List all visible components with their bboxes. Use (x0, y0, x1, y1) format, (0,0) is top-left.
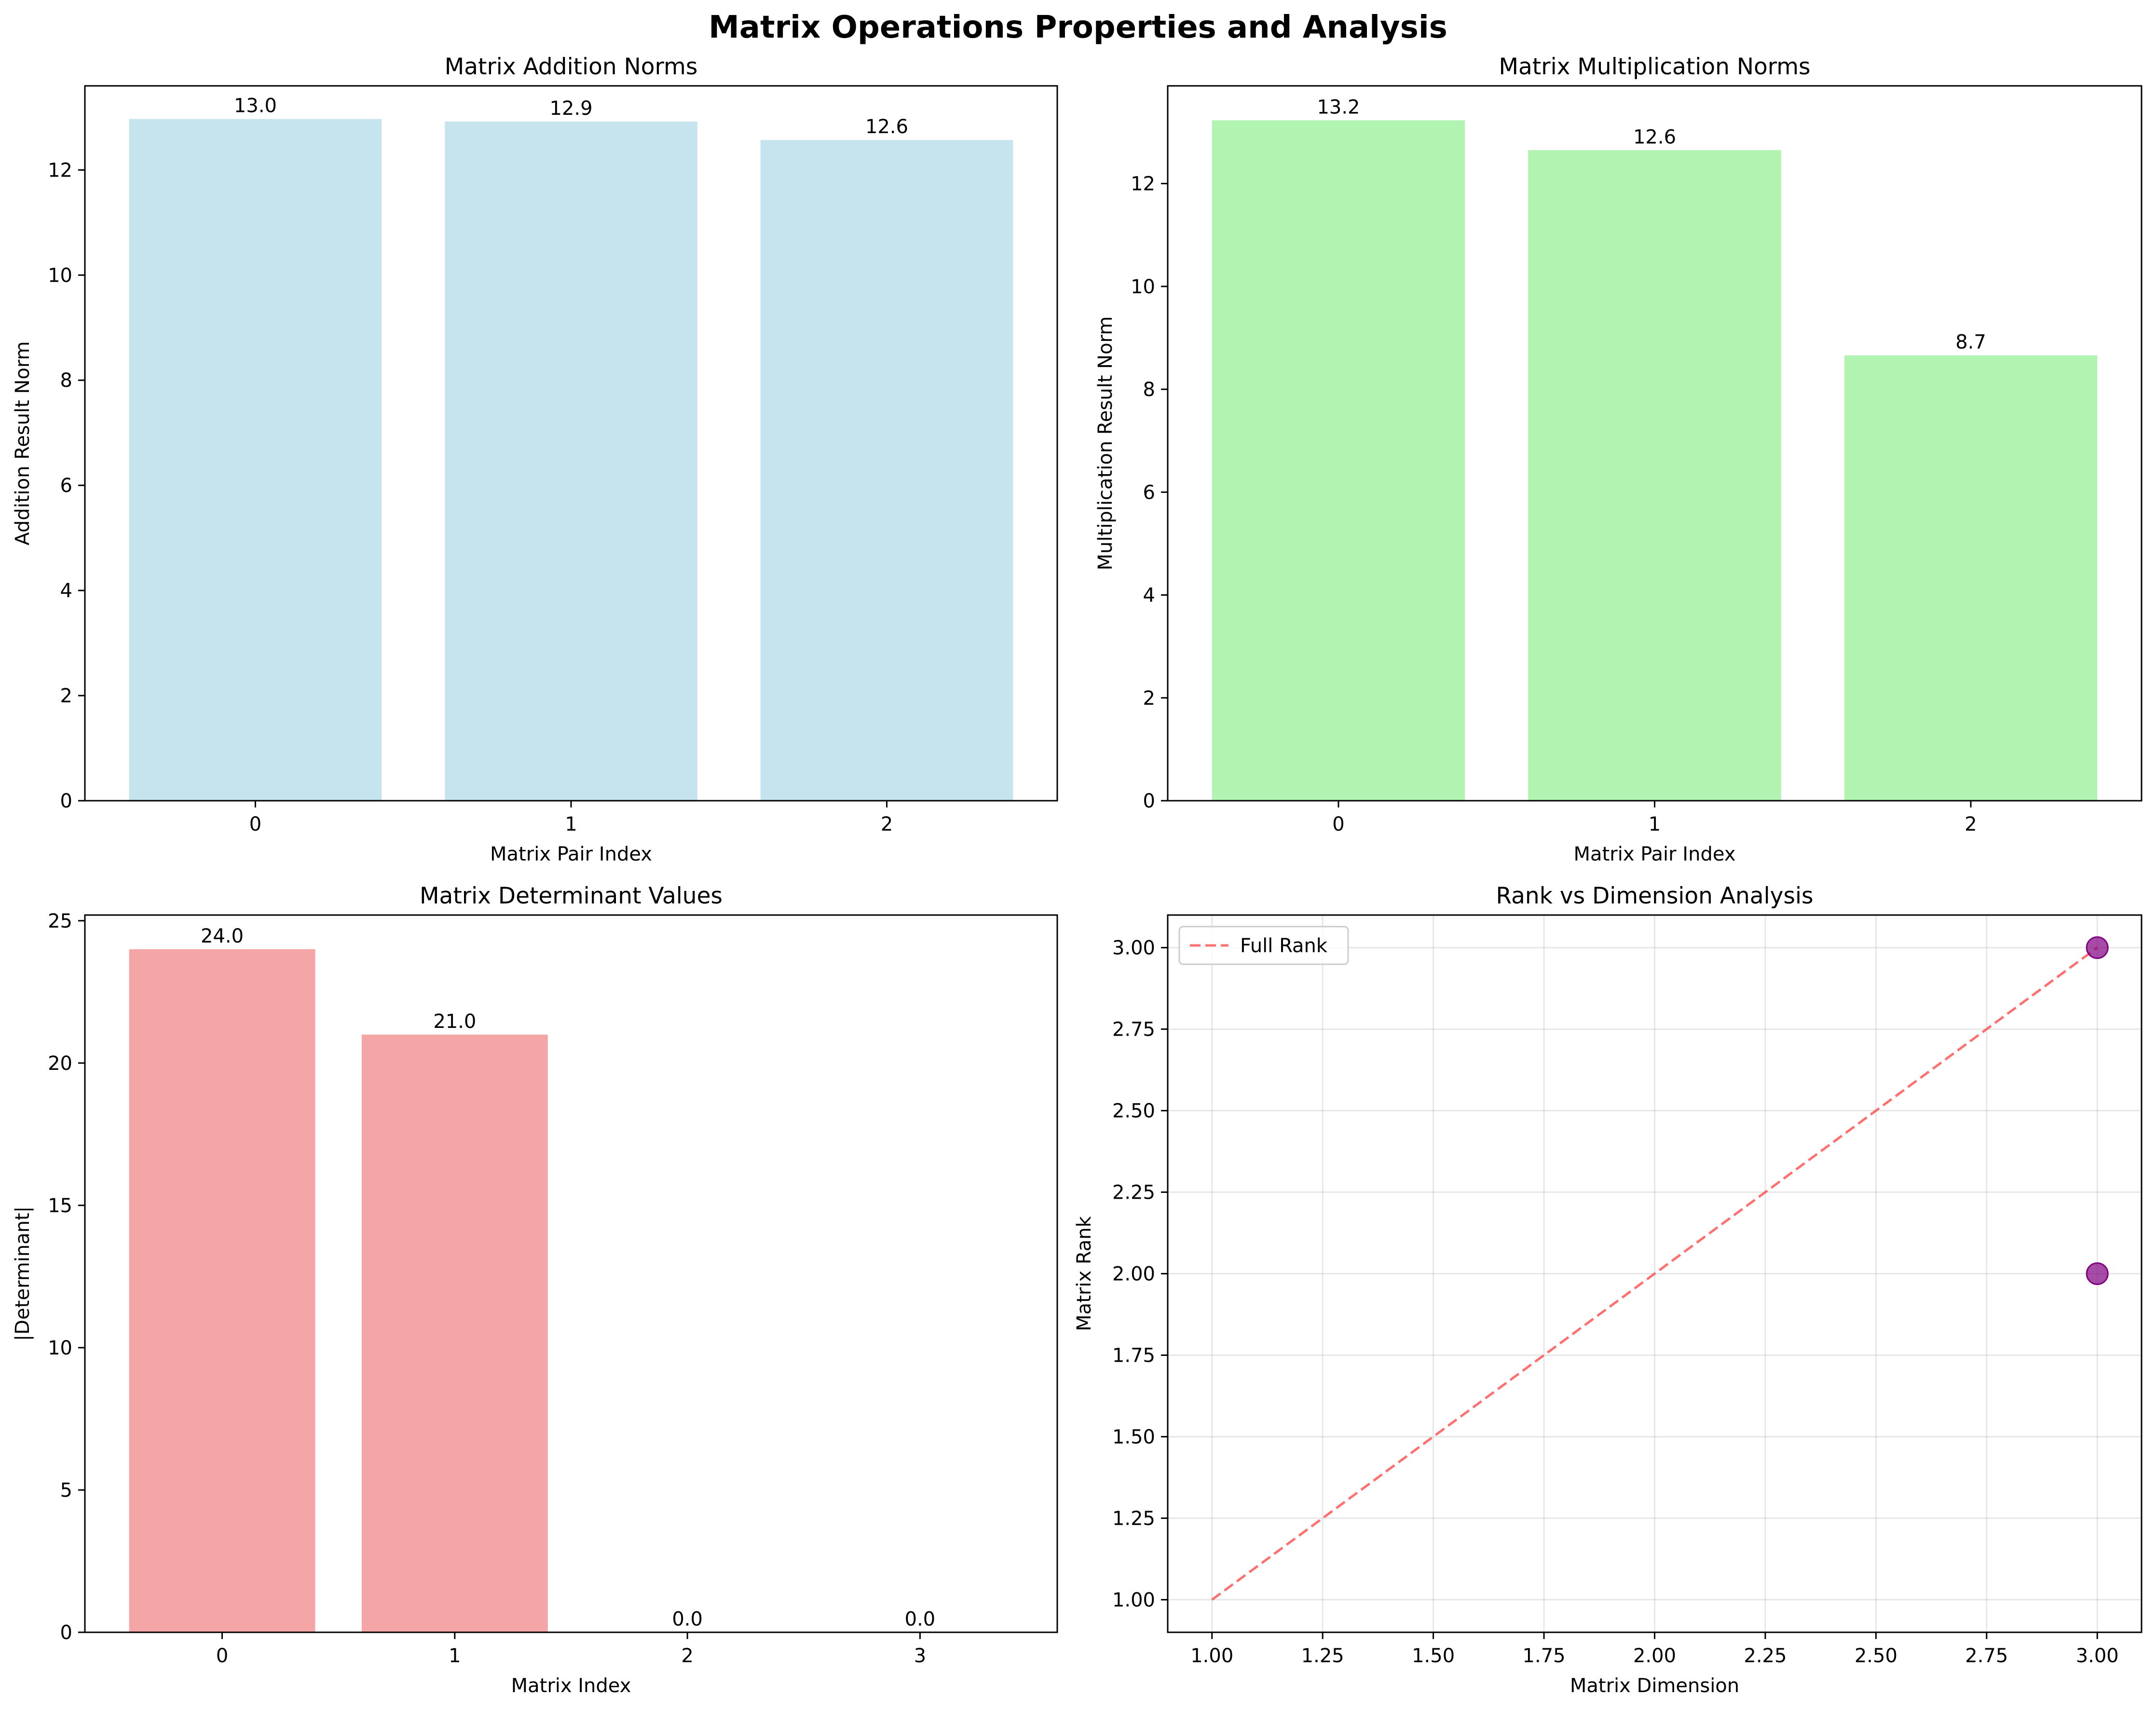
addition-ytick-label-5: 10 (48, 264, 72, 287)
addition-ytick-label-3: 6 (60, 475, 72, 497)
rank-ytick-label-3: 1.75 (1112, 1344, 1155, 1367)
multiplication-bar-2 (1844, 355, 2098, 801)
rank-point-1 (2086, 1262, 2109, 1285)
rank-ytick-label-1: 1.25 (1112, 1507, 1155, 1530)
rank-ytick-label-8: 3.00 (1112, 937, 1155, 959)
multiplication-xlabel: Matrix Pair Index (1574, 843, 1736, 865)
addition-ytick-label-0: 0 (60, 790, 72, 812)
multiplication-ytick-label-2: 4 (1143, 585, 1155, 607)
rank-xtick-label-1: 1.25 (1301, 1645, 1344, 1667)
rank-ytick-label-0: 1.00 (1112, 1589, 1155, 1611)
multiplication-xtick-label-2: 2 (1965, 813, 1977, 835)
multiplication-axes-frame (1167, 85, 2142, 802)
determinant-xtick-label-0: 0 (216, 1645, 228, 1667)
determinant-ytick-label-2: 10 (48, 1337, 72, 1359)
rank-ytick-label-7: 2.75 (1112, 1019, 1155, 1041)
multiplication-bar-1 (1528, 150, 1781, 801)
multiplication-xtick-label-1: 1 (1649, 813, 1661, 835)
determinant-bar-0 (129, 949, 315, 1632)
multiplication-ytick-label-6: 12 (1131, 173, 1155, 195)
multiplication-bar-label-1: 12.6 (1633, 126, 1676, 148)
rank-ytick-label-5: 2.25 (1112, 1182, 1155, 1204)
determinant-bar-label-2: 0.0 (672, 1608, 703, 1630)
determinant-ytick-label-3: 15 (48, 1195, 72, 1217)
rank-ytick-label-2: 1.50 (1112, 1426, 1155, 1448)
multiplication-ylabel: Multiplication Result Norm (1094, 316, 1117, 571)
rank-xtick-label-7: 2.75 (1965, 1645, 2008, 1667)
multiplication-ytick-label-0: 0 (1143, 790, 1155, 812)
determinant-axes-frame (84, 914, 1058, 1633)
addition-ylabel: Addition Result Norm (12, 341, 34, 545)
determinant-bar-1 (361, 1034, 548, 1632)
rank-point-0 (2086, 936, 2109, 959)
panel-determinant: 24.0 21.0 0.0 0.0 0 1 2 3 0 5 10 15 20 25 Matrix Deter… (12, 883, 1058, 1697)
panel-rank: 1.00 1.25 1.50 1.75 2.00 2.25 2.50 2.75 3.00 Full… (1073, 883, 2142, 1697)
determinant-bar-label-3: 0.0 (905, 1608, 936, 1630)
determinant-ytick-label-1: 5 (60, 1479, 72, 1502)
multiplication-bar-label-2: 8.7 (1955, 331, 1986, 354)
addition-bar-label-1: 12.9 (549, 97, 592, 120)
addition-xtick-label-1: 1 (565, 813, 577, 835)
rank-ylabel: Matrix Rank (1073, 1216, 1095, 1331)
rank-ytick-label-4: 2.00 (1112, 1263, 1155, 1285)
multiplication-bar-label-0: 13.2 (1317, 96, 1360, 118)
addition-ytick-label-1: 2 (60, 685, 72, 707)
determinant-ytick-label-0: 0 (60, 1622, 72, 1644)
multiplication-title: Matrix Multiplication Norms (1499, 54, 1810, 80)
addition-xtick-label-2: 2 (881, 813, 893, 835)
rank-legend-label: Full Rank (1240, 935, 1328, 957)
addition-ytick-label-6: 12 (48, 159, 72, 181)
addition-bar-2 (760, 140, 1013, 801)
addition-title: Matrix Addition Norms (445, 54, 698, 80)
addition-axes-frame (84, 85, 1058, 802)
determinant-ytick-label-4: 20 (48, 1053, 72, 1075)
multiplication-ytick-label-5: 10 (1131, 276, 1155, 298)
figure-title: Matrix Operations Properties and Analysi… (709, 10, 1447, 45)
rank-ytick-label-6: 2.50 (1112, 1100, 1155, 1122)
rank-axes-frame (1167, 914, 2142, 1633)
rank-title: Rank vs Dimension Analysis (1496, 883, 1813, 909)
rank-xtick-label-6: 2.50 (1855, 1645, 1897, 1667)
determinant-ylabel: |Determinant| (12, 1206, 34, 1341)
multiplication-bar-0 (1212, 120, 1465, 801)
multiplication-ytick-label-1: 2 (1143, 687, 1155, 710)
determinant-xtick-label-1: 1 (449, 1645, 461, 1667)
rank-legend: Full Rank (1178, 926, 1349, 965)
determinant-xlabel: Matrix Index (511, 1675, 631, 1697)
determinant-ytick-label-5: 25 (48, 910, 72, 932)
multiplication-ytick-label-4: 8 (1143, 379, 1155, 401)
rank-xtick-label-5: 2.25 (1744, 1645, 1787, 1667)
rank-xlabel: Matrix Dimension (1570, 1675, 1739, 1697)
addition-xlabel: Matrix Pair Index (490, 843, 652, 865)
rank-xtick-label-0: 1.00 (1190, 1645, 1233, 1667)
addition-ytick-label-4: 8 (60, 369, 72, 392)
determinant-bar-label-1: 21.0 (433, 1011, 476, 1033)
addition-bar-1 (445, 122, 697, 801)
multiplication-ytick-label-3: 6 (1143, 481, 1155, 504)
rank-xtick-label-2: 1.50 (1412, 1645, 1455, 1667)
determinant-xtick-label-2: 2 (681, 1645, 693, 1667)
addition-ytick-label-2: 4 (60, 580, 72, 602)
multiplication-xtick-label-0: 0 (1332, 813, 1344, 835)
determinant-bar-label-0: 24.0 (201, 925, 244, 947)
rank-full-rank-line (1211, 946, 2098, 1601)
addition-bar-label-0: 13.0 (234, 95, 277, 117)
addition-xtick-label-0: 0 (249, 813, 261, 835)
rank-legend-frame (1178, 926, 1349, 965)
rank-xtick-label-3: 1.75 (1523, 1645, 1566, 1667)
rank-xtick-label-4: 2.00 (1633, 1645, 1676, 1667)
determinant-title: Matrix Determinant Values (420, 883, 723, 909)
determinant-xtick-label-3: 3 (914, 1645, 926, 1667)
addition-bar-0 (129, 119, 382, 801)
addition-bar-label-2: 12.6 (865, 116, 908, 138)
rank-xtick-label-8: 3.00 (2076, 1645, 2119, 1667)
